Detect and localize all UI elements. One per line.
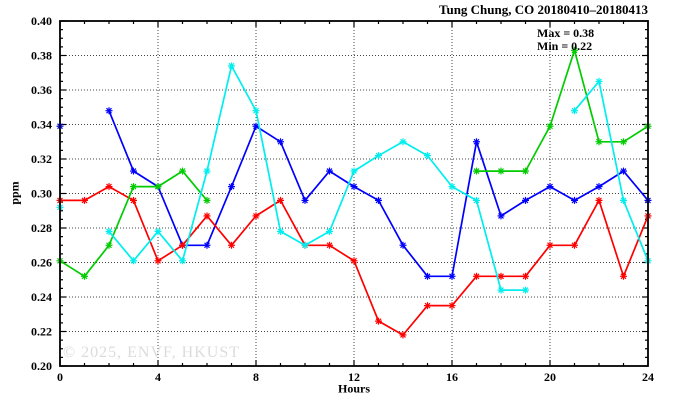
watermark: © 2025, ENVF, HKUST [63, 344, 240, 361]
y-tick-label: 0.24 [31, 290, 52, 304]
y-tick-label: 0.30 [31, 187, 52, 201]
x-tick-label: 12 [348, 370, 360, 384]
y-tick-label: 0.40 [31, 14, 52, 28]
max-annotation: Max = 0.38 [537, 26, 595, 40]
series-blue [56, 107, 652, 280]
tick-labels: 0.20 0.22 0.24 0.26 0.28 0.30 0.32 0.34 0.36 0.38… [31, 14, 654, 384]
series-cyan-line [108, 65, 649, 291]
x-tick-label: 16 [446, 370, 458, 384]
y-tick-label: 0.28 [31, 221, 52, 235]
chart-title: Tung Chung, CO 20180410–20180413 [438, 2, 648, 17]
x-tick-label: 4 [155, 370, 161, 384]
y-tick-label: 0.38 [31, 49, 52, 63]
y-tick-label: 0.32 [31, 152, 52, 166]
x-tick-label: 20 [544, 370, 556, 384]
min-annotation: Min = 0.22 [537, 38, 593, 53]
series-cyan-markers [56, 62, 652, 294]
series-green [56, 46, 652, 280]
x-axis-label: Hours [337, 381, 371, 396]
plot-border [59, 20, 649, 367]
series-red [56, 183, 652, 339]
max-min-annotation: Max = 0.38 Min = 0.22 [537, 27, 594, 52]
x-tick-label: 24 [642, 370, 654, 384]
y-tick-label: 0.34 [31, 118, 52, 132]
y-tick-label: 0.36 [31, 83, 52, 97]
y-axis-label: ppm [7, 181, 22, 205]
y-tick-label: 0.26 [31, 256, 52, 270]
x-tick-label: 8 [253, 370, 259, 384]
series-cyan [56, 62, 652, 294]
gridlines [60, 21, 648, 366]
y-tick-label: 0.20 [31, 359, 52, 373]
series-red-markers [56, 183, 652, 339]
series-blue-markers [56, 107, 652, 280]
y-tick-label: 0.22 [31, 325, 52, 339]
series-green-markers [56, 46, 652, 280]
x-tick-label: 0 [57, 370, 63, 384]
